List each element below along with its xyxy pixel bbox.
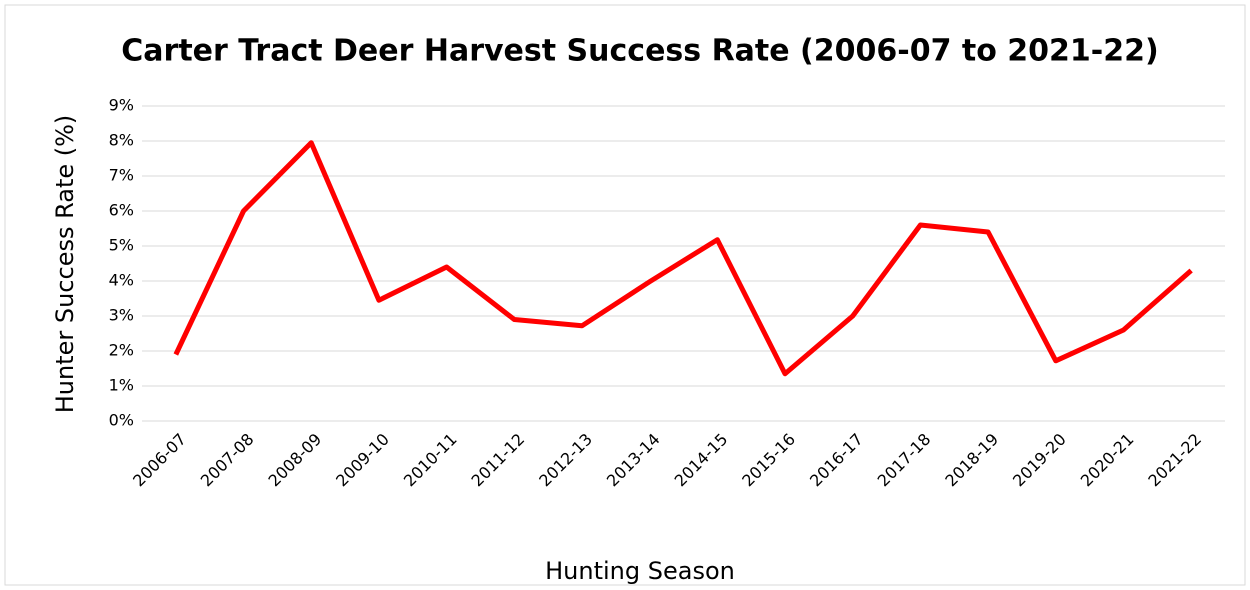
y-tick-label: 7%: [109, 166, 134, 185]
y-tick-label: 5%: [109, 236, 134, 255]
y-tick-label: 4%: [109, 271, 134, 290]
y-tick-label: 3%: [109, 306, 134, 325]
y-tick-label: 0%: [109, 411, 134, 430]
series-line: [173, 140, 1193, 377]
y-tick-label: 8%: [109, 131, 134, 150]
y-tick-label: 2%: [109, 341, 134, 360]
chart-title: Carter Tract Deer Harvest Success Rate (…: [121, 34, 1158, 69]
y-tick-label: 6%: [109, 201, 134, 220]
x-axis-label: Hunting Season: [545, 557, 735, 585]
y-tick-label: 1%: [109, 376, 134, 395]
y-axis-label: Hunter Success Rate (%): [51, 115, 79, 414]
y-tick-label: 9%: [109, 96, 134, 115]
